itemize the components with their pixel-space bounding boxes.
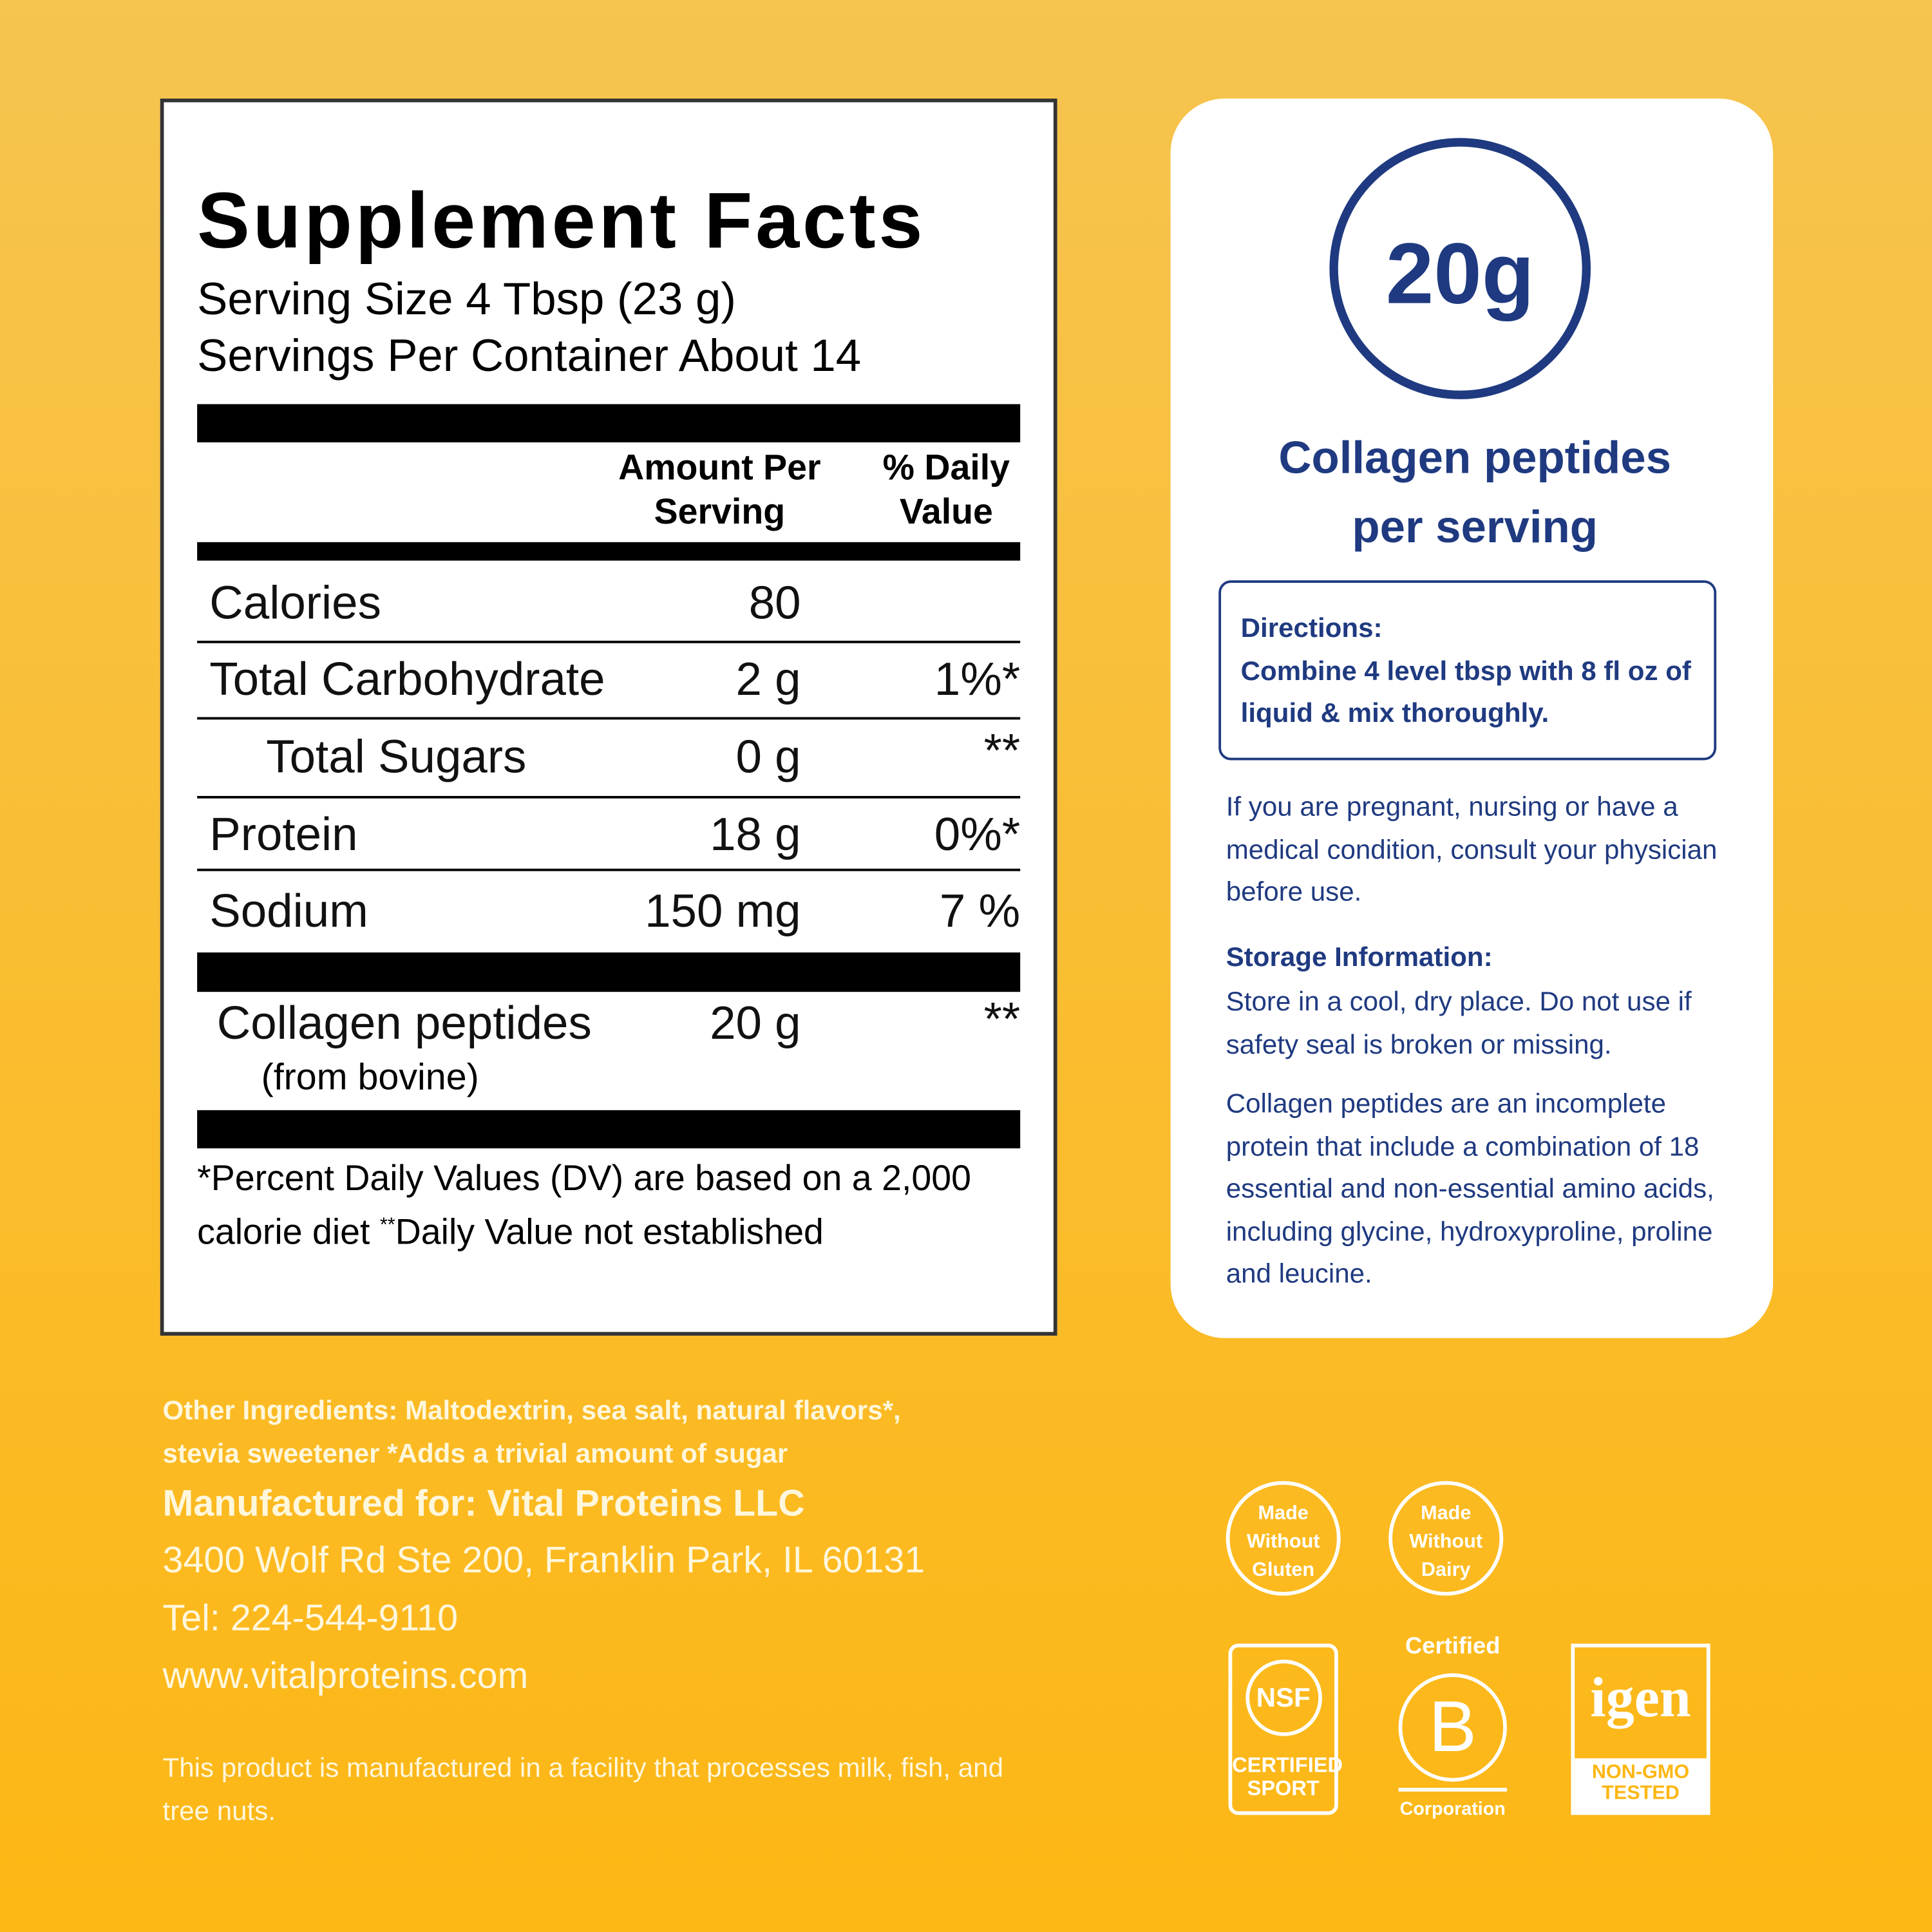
nutrient-dv: ** [983, 994, 1021, 1046]
dv-header: % Daily Value [882, 448, 1010, 533]
nutrient-name: Total Sugars [266, 732, 527, 784]
nutrient-name: Total Carbohydrate [209, 654, 605, 706]
nutrient-amount: 150 mg [645, 886, 801, 938]
nutrient-name: Collagen peptides [216, 998, 592, 1050]
bcorp-mark: B [1398, 1673, 1507, 1782]
divider [197, 404, 1021, 442]
nutrient-amount: 0 g [735, 732, 801, 784]
storage-text: Store in a cool, dry place. Do not use i… [1226, 985, 1692, 1059]
divider [197, 952, 1021, 992]
nongmo-badge: igen NON-GMO TESTED [1571, 1643, 1710, 1815]
highlight-value: 20g [1385, 225, 1535, 322]
nutrient-amount: 20 g [710, 998, 801, 1050]
facts-title: Supplement Facts [197, 176, 926, 265]
directions-label: Directions: [1240, 612, 1383, 643]
footnote: *Percent Daily Values (DV) are based on … [197, 1156, 1025, 1256]
manufacturer: Manufactured for: Vital Proteins LLC [162, 1483, 805, 1524]
bcorp-top: Certified [1405, 1633, 1501, 1660]
storage-label: Storage Information: [1226, 941, 1493, 972]
divider [197, 795, 1021, 799]
footnote-mark: ** [379, 1215, 395, 1236]
divider [197, 717, 1021, 720]
divider [197, 868, 1021, 871]
directions-text: Combine 4 level tbsp with 8 fl oz of liq… [1240, 655, 1691, 728]
amount-header: Amount Per Serving [618, 448, 821, 533]
nutrient-name: Sodium [209, 886, 368, 938]
nutrient-amount: 80 [748, 578, 801, 630]
highlight-caption: Collagen peptides per serving [1278, 432, 1672, 553]
nongmo-caption: NON-GMO TESTED [1575, 1758, 1707, 1812]
allergen-statement: This product is manufactured in a facili… [162, 1752, 1003, 1826]
dairy-badge: Made Without Dairy [1388, 1481, 1504, 1596]
other-ingredients: Other Ingredients: Maltodextrin, sea sal… [162, 1394, 901, 1469]
bcorp-bottom: Corporation [1399, 1799, 1506, 1820]
address: 3400 Wolf Rd Ste 200, Franklin Park, IL … [162, 1540, 925, 1581]
nsf-caption: CERTIFIED SPORT [1232, 1753, 1343, 1801]
nutrient-amount: 2 g [735, 654, 801, 706]
website: www.vitalproteins.com [162, 1656, 529, 1697]
nsf-badge: NSF CERTIFIED SPORT [1228, 1643, 1343, 1815]
divider [197, 1110, 1021, 1149]
nutrient-source: (from bovine) [261, 1057, 479, 1098]
divider [197, 640, 1021, 643]
nutrient-name: Calories [209, 578, 381, 630]
serving-size: Serving Size 4 Tbsp (23 g) [197, 273, 736, 325]
directions-box [1218, 580, 1717, 761]
nutrient-dv: ** [983, 725, 1021, 778]
collagen-note: Collagen peptides are an incomplete prot… [1226, 1088, 1714, 1289]
nongmo-mark: igen [1590, 1665, 1691, 1729]
phone: Tel: 224-544-9110 [162, 1598, 459, 1639]
nutrient-dv: 0%* [934, 810, 1021, 862]
nutrient-amount: 18 g [710, 810, 801, 862]
gluten-badge: Made Without Gluten [1226, 1481, 1341, 1596]
footnote-text: *Percent Daily Values (DV) are based on … [197, 1159, 971, 1253]
warning-text: If you are pregnant, nursing or have a m… [1226, 791, 1718, 907]
nsf-mark: NSF [1245, 1660, 1321, 1736]
bcorp-rule [1398, 1788, 1507, 1792]
footnote-text: Daily Value not established [395, 1213, 824, 1253]
nutrient-name: Protein [209, 810, 358, 862]
nutrient-dv: 1%* [934, 654, 1021, 706]
nutrient-dv: 7 % [939, 886, 1021, 938]
divider [197, 542, 1021, 561]
servings-per-container: Servings Per Container About 14 [197, 330, 862, 381]
